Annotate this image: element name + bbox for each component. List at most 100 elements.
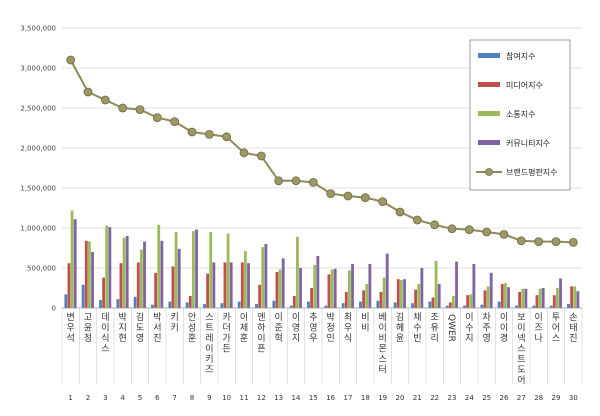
bar [229, 262, 233, 308]
data-point [360, 193, 370, 203]
bar [299, 268, 302, 308]
bar [362, 290, 366, 308]
legend-label: 브랜드평판지수 [506, 167, 558, 177]
data-point [256, 151, 266, 161]
rank-label: 1 [68, 394, 72, 402]
bar [521, 288, 525, 308]
bar [244, 251, 247, 308]
data-point [568, 237, 578, 247]
y-tick-label: 2,000,000 [20, 145, 56, 153]
rank-label: 2 [86, 394, 90, 402]
data-point [412, 215, 422, 225]
bar [88, 241, 91, 308]
rank-label: 24 [465, 394, 474, 402]
bar [223, 262, 227, 308]
bar [379, 292, 383, 308]
rank-label: 9 [207, 394, 211, 402]
bar [122, 237, 126, 308]
rank-label: 17 [344, 394, 353, 402]
rank-label: 3 [103, 394, 107, 402]
bar [489, 272, 493, 308]
bar [524, 288, 528, 308]
bar [154, 272, 158, 308]
bar [376, 300, 380, 308]
bar [281, 258, 285, 308]
bar [209, 232, 213, 308]
bars-layer [64, 210, 580, 308]
bar [573, 286, 577, 308]
y-tick-label: 1,500,000 [20, 185, 56, 193]
legend-marker [485, 168, 493, 176]
rank-label: 20 [396, 394, 405, 402]
bar [143, 241, 146, 308]
legend-swatch [478, 111, 500, 116]
rank-label: 13 [274, 394, 283, 402]
rank-label: 30 [569, 394, 578, 402]
bar [341, 303, 345, 308]
bar [195, 229, 198, 308]
bar [226, 233, 230, 308]
bar [313, 264, 317, 308]
rank-label: 26 [500, 394, 509, 402]
data-point [534, 237, 544, 247]
data-point [430, 220, 440, 230]
y-tick-label: 500,000 [27, 265, 56, 273]
bar [136, 262, 140, 308]
bar [463, 305, 466, 308]
bar [67, 263, 71, 308]
bar [382, 277, 386, 308]
legend-swatch [478, 140, 500, 145]
bar [504, 283, 507, 308]
data-point [204, 129, 214, 139]
bar [255, 304, 258, 308]
data-point [291, 176, 301, 186]
bar [469, 294, 473, 308]
data-point [118, 103, 128, 113]
data-point [326, 189, 336, 199]
bar [157, 224, 161, 308]
bar [261, 247, 265, 308]
bar [455, 261, 458, 308]
bar [549, 305, 553, 308]
y-tick-label: 1,000,000 [20, 225, 56, 233]
bar [507, 287, 510, 308]
bar [567, 304, 570, 308]
y-tick-label: 0 [52, 305, 56, 313]
data-point [170, 117, 180, 126]
bar [428, 301, 432, 308]
bar [240, 262, 244, 308]
legend-label: 커뮤니티지수 [506, 138, 550, 148]
bar [64, 294, 68, 308]
bar [348, 270, 351, 308]
bar [351, 264, 354, 308]
bar [91, 252, 94, 308]
bar [125, 236, 129, 308]
data-point [239, 148, 249, 158]
bar [237, 301, 241, 308]
bar [160, 240, 164, 308]
bar [445, 305, 449, 308]
bar [185, 302, 189, 308]
data-point [135, 105, 145, 114]
bar [365, 284, 369, 308]
bar [400, 280, 403, 308]
legend-swatch [478, 53, 500, 58]
bar [500, 284, 504, 308]
bar [535, 295, 539, 308]
